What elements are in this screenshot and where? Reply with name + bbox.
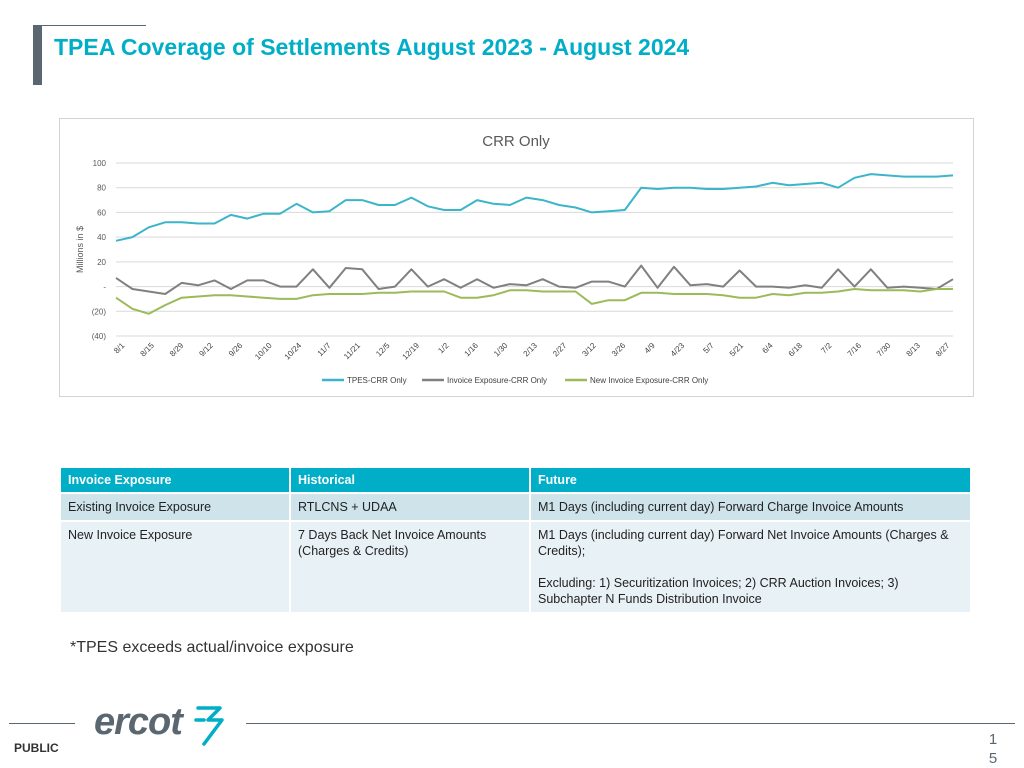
x-tick-label: 8/29: [168, 341, 186, 359]
x-tick-label: 2/27: [551, 341, 569, 359]
footer-divider-right: [246, 723, 1015, 724]
y-tick-label: 60: [97, 208, 106, 217]
x-tick-label: 10/24: [283, 341, 304, 362]
x-tick-label: 3/12: [580, 341, 598, 359]
x-tick-label: 4/9: [643, 341, 658, 356]
crr-only-chart: CRR Only 100 80 60 40 20 - (20) (40) Millions in …: [75, 133, 954, 385]
y-tick-label: 80: [97, 184, 106, 193]
classification-label: PUBLIC: [14, 741, 59, 755]
x-tick-label: 8/15: [138, 341, 156, 359]
y-tick-label: 40: [97, 233, 106, 242]
x-tick-label: 7/2: [819, 341, 834, 356]
page-title: TPEA Coverage of Settlements August 2023…: [54, 34, 690, 60]
y-tick-label: 100: [93, 159, 107, 168]
x-tick-label: 11/21: [342, 341, 362, 361]
header-invoice-exposure: Invoice Exposure: [61, 468, 289, 492]
historical-cell: 7 Days Back Net Invoice Amounts (Charges…: [291, 522, 529, 612]
x-tick-label: 5/21: [728, 341, 746, 359]
y-axis-label: Millions in $: [75, 226, 85, 273]
footnote: *TPES exceeds actual/invoice exposure: [70, 639, 354, 656]
future-cell-text: M1 Days (including current day) Forward …: [538, 528, 949, 558]
legend-entry: TPES-CRR Only: [347, 376, 407, 385]
x-tick-label: 10/10: [253, 341, 274, 362]
invoice-exposure-table: Invoice Exposure Historical Future Exist…: [59, 466, 972, 614]
legend-entry: New Invoice Exposure-CRR Only: [590, 376, 708, 385]
table-header-row: Invoice Exposure Historical Future: [61, 468, 970, 492]
x-tick-label: 2/13: [522, 341, 540, 359]
logo-text: ercot: [94, 701, 184, 743]
title-accent-line: [42, 25, 146, 26]
x-tick-label: 11/7: [316, 341, 333, 358]
x-tick-label: 8/13: [905, 341, 923, 359]
chart-container: CRR Only 100 80 60 40 20 - (20) (40) Millions in …: [59, 118, 974, 397]
y-tick-label: 20: [97, 258, 106, 267]
series-line: [115, 264, 954, 295]
x-tick-label: 5/7: [701, 341, 716, 356]
footer-divider-left: [9, 723, 75, 724]
page-number: 15: [988, 731, 998, 767]
x-tick-label: 1/16: [463, 341, 481, 359]
x-tick-label: 12/5: [374, 341, 392, 359]
x-tick-label: 12/19: [401, 341, 422, 362]
header-future: Future: [531, 468, 970, 492]
x-tick-label: 1/30: [492, 341, 510, 359]
ercot-logo: ercot: [94, 701, 224, 746]
x-tick-label: 8/27: [934, 341, 952, 359]
header-historical: Historical: [291, 468, 529, 492]
y-tick-label: (20): [92, 307, 107, 316]
x-tick-label: 3/26: [610, 341, 628, 359]
x-tick-label: 1/2: [436, 341, 451, 356]
x-tick-label: 7/16: [846, 341, 864, 359]
historical-cell: RTLCNS + UDAA: [291, 494, 529, 520]
y-tick-label: -: [103, 283, 106, 292]
x-tick-label: 9/12: [197, 341, 215, 359]
series-line: [115, 288, 953, 315]
legend-entry: Invoice Exposure-CRR Only: [447, 376, 547, 385]
title-accent-bar: [33, 25, 42, 85]
chart-title: CRR Only: [482, 133, 550, 150]
table-row: New Invoice Exposure 7 Days Back Net Inv…: [61, 522, 970, 612]
x-tick-label: 6/18: [787, 341, 805, 359]
future-cell: M1 Days (including current day) Forward …: [531, 522, 970, 612]
x-tick-label: 8/1: [112, 341, 127, 356]
x-tick-label: 7/30: [875, 341, 893, 359]
row-label: Existing Invoice Exposure: [61, 494, 289, 520]
future-cell: M1 Days (including current day) Forward …: [531, 494, 970, 520]
future-cell-exclusions: Excluding: 1) Securitization Invoices; 2…: [538, 576, 899, 606]
table-row: Existing Invoice Exposure RTLCNS + UDAA …: [61, 494, 970, 520]
lightning-bolt-icon: [194, 706, 224, 746]
x-tick-label: 6/4: [760, 341, 775, 356]
row-label: New Invoice Exposure: [61, 522, 289, 612]
x-tick-label: 4/23: [669, 341, 687, 359]
x-tick-label: 9/26: [227, 341, 245, 359]
series-line: [115, 173, 954, 242]
y-tick-label: (40): [92, 332, 107, 341]
